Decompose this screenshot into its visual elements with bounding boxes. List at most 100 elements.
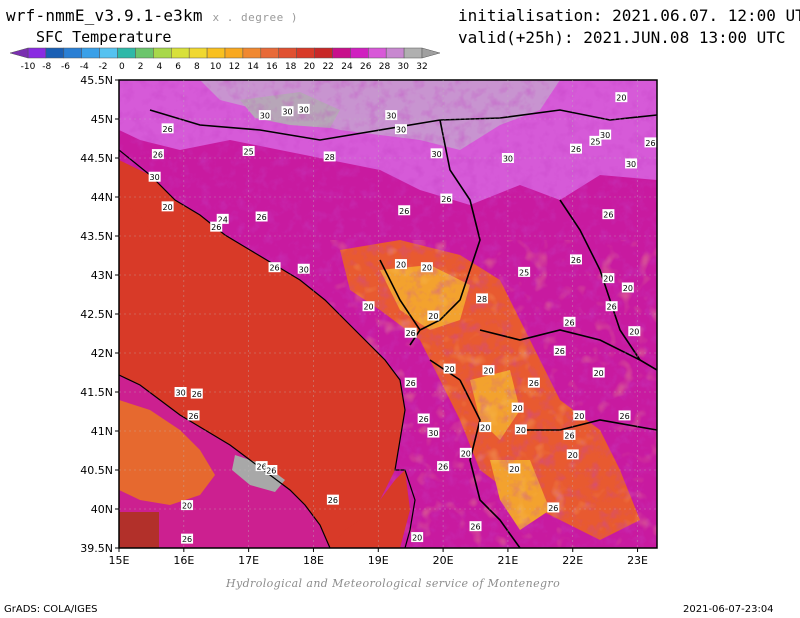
svg-text:26: 26	[211, 223, 221, 232]
latitude-label: 42N	[91, 347, 113, 360]
contour-label: 30	[385, 110, 398, 121]
svg-text:30: 30	[299, 105, 309, 114]
contour-label: 26	[563, 429, 576, 440]
svg-text:26: 26	[257, 463, 267, 472]
svg-text:20: 20	[422, 264, 432, 273]
contour-label: 30	[430, 148, 443, 159]
contour-label: 30	[501, 153, 514, 164]
svg-text:30: 30	[600, 131, 610, 140]
svg-text:26: 26	[564, 318, 574, 327]
contour-label: 25	[589, 135, 602, 146]
svg-text:26: 26	[153, 151, 163, 160]
colorbar-tick-label: -8	[42, 62, 51, 72]
ionian-sea	[330, 470, 410, 548]
svg-text:28: 28	[325, 153, 335, 162]
svg-text:30: 30	[503, 155, 513, 164]
svg-text:30: 30	[175, 389, 185, 398]
contour-label: 26	[605, 301, 618, 312]
colorbar-tick-label: -4	[80, 62, 89, 72]
longitude-label: 22E	[562, 554, 583, 567]
svg-text:26: 26	[470, 523, 480, 532]
svg-text:20: 20	[594, 369, 604, 378]
svg-text:26: 26	[192, 390, 202, 399]
colorbar-tick-label: 26	[360, 62, 372, 72]
svg-text:30: 30	[260, 112, 270, 121]
svg-text:20: 20	[629, 328, 639, 337]
contour-label: 20	[482, 365, 495, 376]
contour-label: 20	[394, 259, 407, 270]
country-borders	[149, 109, 657, 548]
timestamp-label: 2021-06-07-23:04	[683, 604, 774, 615]
colorbar-tick-label: 10	[210, 62, 222, 72]
contour-label: 26	[527, 377, 540, 388]
contour-label: 30	[394, 124, 407, 135]
colorbar-tick-label: -10	[21, 62, 36, 72]
svg-text:20: 20	[480, 424, 490, 433]
contour-label: 20	[479, 422, 492, 433]
colorbar-tick-label: 32	[416, 62, 427, 72]
latitude-label: 42.5N	[80, 308, 113, 321]
svg-text:20: 20	[428, 312, 438, 321]
colorbar-tick-label: 16	[266, 62, 278, 72]
grads-label: GrADS: COLA/IGES	[4, 604, 98, 615]
contour-label: 26	[469, 521, 482, 532]
contour-label: 30	[148, 171, 161, 182]
colorbar-tick-label: -2	[99, 62, 108, 72]
svg-text:26: 26	[571, 145, 581, 154]
latitude-label: 41.5N	[80, 386, 113, 399]
colorbar-tick-label: 20	[304, 62, 316, 72]
svg-text:20: 20	[603, 275, 613, 284]
colorbar-tick-label: 14	[247, 62, 259, 72]
svg-text:26: 26	[441, 195, 451, 204]
svg-text:20: 20	[412, 534, 422, 543]
contour-label: 20	[615, 92, 628, 103]
colorbar-tick-label: -6	[61, 62, 70, 72]
contour-label: 26	[404, 327, 417, 338]
latitude-label: 43N	[91, 269, 113, 282]
svg-text:24: 24	[218, 215, 228, 224]
svg-text:26: 26	[645, 139, 655, 148]
contour-label: 26	[563, 316, 576, 327]
svg-text:26: 26	[607, 303, 617, 312]
init-label: initialisation:	[458, 6, 603, 25]
svg-text:20: 20	[516, 426, 526, 435]
svg-text:20: 20	[623, 284, 633, 293]
svg-text:26: 26	[406, 379, 416, 388]
svg-text:20: 20	[461, 449, 471, 458]
svg-text:30: 30	[396, 126, 406, 135]
svg-text:30: 30	[299, 265, 309, 274]
svg-text:26: 26	[555, 347, 565, 356]
contour-label: 30	[427, 427, 440, 438]
colorbar-tick-label: 4	[156, 62, 162, 72]
latitude-label: 45.5N	[80, 74, 113, 87]
longitude-label: 19E	[368, 554, 389, 567]
svg-text:26: 26	[182, 535, 192, 544]
svg-text:20: 20	[163, 203, 173, 212]
latitude-label: 39.5N	[80, 542, 113, 555]
latitude-label: 44.5N	[80, 152, 113, 165]
contour-label: 20	[427, 310, 440, 321]
contour-label: 26	[602, 209, 615, 220]
svg-text:26: 26	[564, 431, 574, 440]
svg-text:26: 26	[266, 467, 276, 476]
contour-label: 20	[443, 363, 456, 374]
valid-label: valid(+25h):	[458, 28, 574, 47]
svg-text:30: 30	[432, 150, 442, 159]
svg-text:26: 26	[257, 213, 267, 222]
contour-label: 28	[323, 151, 336, 162]
svg-text:26: 26	[328, 496, 338, 505]
contour-label: 26	[644, 137, 657, 148]
contour-label: 26	[547, 502, 560, 513]
colorbar-tick-label: 28	[379, 62, 391, 72]
model-name: wrf-nmmE_v3.9.1-e3km	[6, 6, 203, 25]
svg-text:20: 20	[574, 412, 584, 421]
contour-label: 20	[420, 262, 433, 273]
contour-label: 20	[362, 301, 375, 312]
init-time-line: initialisation: 2021.06.07. 12:00 UTC	[458, 6, 800, 25]
contour-label: 25	[518, 266, 531, 277]
contour-label: 30	[297, 103, 310, 114]
contour-label: 20	[592, 367, 605, 378]
svg-text:30: 30	[428, 429, 438, 438]
svg-text:26: 26	[548, 504, 558, 513]
contour-label: 26	[569, 143, 582, 154]
